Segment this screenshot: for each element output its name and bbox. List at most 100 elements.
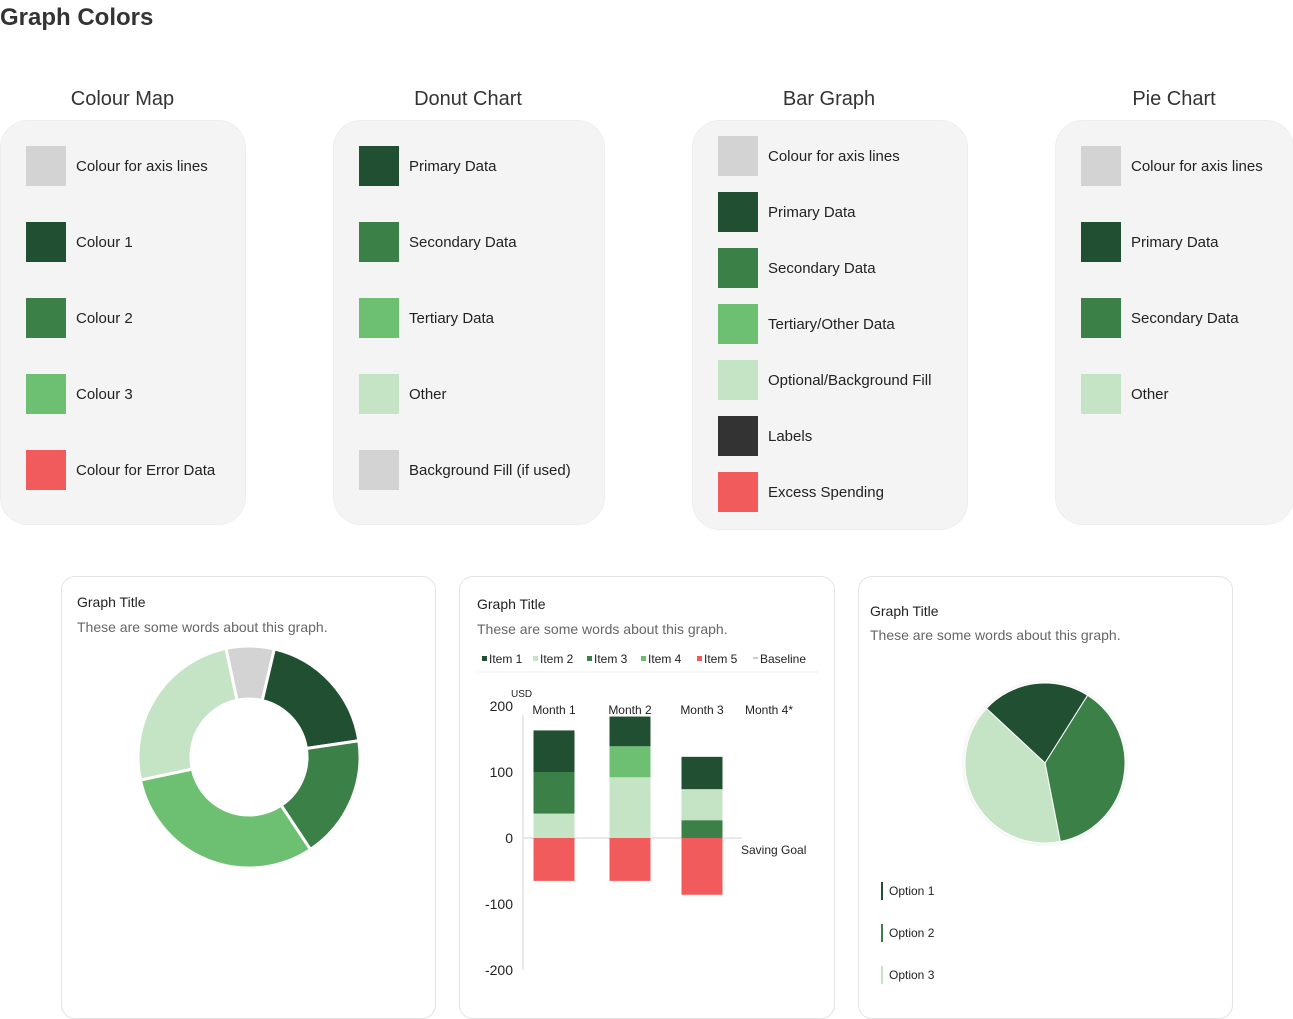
graph-description: These are some words about this graph. xyxy=(77,619,328,635)
color-swatch xyxy=(718,472,758,512)
pie-chart-legend-card: Colour for axis lines Primary Data Secon… xyxy=(1055,120,1293,525)
y-tick-label: -100 xyxy=(485,896,513,912)
color-swatch xyxy=(26,222,66,262)
legend-row: Colour for Error Data xyxy=(26,450,215,490)
legend-title-colour-map: Colour Map xyxy=(70,88,175,110)
color-swatch xyxy=(26,298,66,338)
legend-item-label: Item 5 xyxy=(704,652,738,666)
y-tick-label: 0 xyxy=(505,830,513,846)
legend-label: Colour for axis lines xyxy=(768,147,900,165)
legend-marker xyxy=(641,656,646,661)
x-category-label: Month 1 xyxy=(532,703,576,717)
donut-slice xyxy=(136,646,239,782)
legend-label: Primary Data xyxy=(768,203,856,221)
bar-segment xyxy=(609,838,651,881)
legend-row: Colour for axis lines xyxy=(718,136,900,176)
legend-label: Secondary Data xyxy=(409,233,517,251)
bar-graph-card: Graph Title These are some words about t… xyxy=(459,576,835,1019)
color-swatch xyxy=(718,416,758,456)
bar-segment xyxy=(681,820,723,838)
legend-label: Secondary Data xyxy=(1131,309,1239,327)
legend-label: Primary Data xyxy=(1131,233,1219,251)
legend-marker xyxy=(881,924,883,942)
bar-segment xyxy=(681,789,723,821)
legend-row: Background Fill (if used) xyxy=(359,450,571,490)
x-category-label: Month 4* xyxy=(745,703,793,717)
bar-graph-legend-card: Colour for axis lines Primary Data Secon… xyxy=(692,120,968,530)
legend-label: Colour for Error Data xyxy=(76,461,216,479)
x-category-label: Month 2 xyxy=(608,703,652,717)
legend-label: Optional/Background Fill xyxy=(768,371,932,389)
legend-label: Excess Spending xyxy=(768,483,884,501)
legend-row: Primary Data xyxy=(1081,222,1219,262)
legend-label: Secondary Data xyxy=(768,259,876,277)
color-swatch xyxy=(1081,146,1121,186)
donut-graph-card: Graph Title These are some words about t… xyxy=(61,576,436,1019)
graph-description: These are some words about this graph. xyxy=(870,627,1121,643)
legend-row: Excess Spending xyxy=(718,472,884,512)
legend-label: Colour 3 xyxy=(76,385,133,403)
bar-segment xyxy=(609,777,651,838)
bar-segment xyxy=(533,730,575,772)
color-swatch xyxy=(26,374,66,414)
legend-label: Primary Data xyxy=(409,157,497,175)
legend-label: Tertiary/Other Data xyxy=(768,315,895,333)
y-tick-label: 100 xyxy=(490,764,514,780)
graph-title: Graph Title xyxy=(477,596,546,612)
pie-slice xyxy=(964,707,1061,844)
bar-segment xyxy=(533,772,575,814)
legend-marker xyxy=(482,656,487,661)
legend-row: Primary Data xyxy=(718,192,856,232)
color-swatch xyxy=(718,360,758,400)
legend-item-label: Option 2 xyxy=(889,926,935,940)
color-swatch xyxy=(718,136,758,176)
y-tick-label: 200 xyxy=(490,698,514,714)
legend-item-label: Item 4 xyxy=(648,652,682,666)
page-title: Graph Colors xyxy=(0,4,154,31)
legend-row: Other xyxy=(1081,374,1169,414)
legend-label: Other xyxy=(1131,385,1169,403)
legend-label: Colour 2 xyxy=(76,309,133,327)
color-swatch xyxy=(359,146,399,186)
legend-label: Colour for axis lines xyxy=(76,157,208,175)
color-swatch xyxy=(26,146,66,186)
bar-segment xyxy=(609,746,651,778)
legend-row: Secondary Data xyxy=(359,222,517,262)
bar-segment xyxy=(533,813,575,838)
color-swatch xyxy=(359,298,399,338)
donut-slice xyxy=(138,767,312,870)
colour-map-legend-card: Colour for axis lines Colour 1 Colour 2 … xyxy=(0,120,246,525)
legend-row: Colour 3 xyxy=(26,374,133,414)
donut-slice xyxy=(260,647,361,751)
legend-title-bar-graph: Bar Graph xyxy=(782,88,876,110)
legend-row: Labels xyxy=(718,416,812,456)
y-tick-label: -200 xyxy=(485,962,513,978)
legend-label: Labels xyxy=(768,427,813,445)
legend-item-label: Item 1 xyxy=(489,652,523,666)
legend-title-pie-chart: Pie Chart xyxy=(1132,88,1216,110)
stacked-bar-chart: Item 1 Item 2 Item 3 Item 4 Item 5 Baseline US… xyxy=(477,652,818,978)
legend-title-donut-chart: Donut Chart xyxy=(414,88,522,110)
graph-description: These are some words about this graph. xyxy=(477,621,728,637)
pie-slice xyxy=(985,682,1089,764)
legend-item-label: Option 1 xyxy=(889,884,935,898)
legend-item-label: Item 3 xyxy=(594,652,628,666)
legend-marker xyxy=(587,656,592,661)
color-swatch xyxy=(1081,374,1121,414)
graph-title: Graph Title xyxy=(870,603,939,619)
color-swatch xyxy=(718,248,758,288)
pie-graph-card: Graph Title These are some words about t… xyxy=(858,576,1233,1019)
legend-row: Colour 2 xyxy=(26,298,133,338)
legend-label: Colour 1 xyxy=(76,233,133,251)
color-swatch xyxy=(718,304,758,344)
legend-row: Primary Data xyxy=(359,146,497,186)
legend-label: Tertiary Data xyxy=(409,309,495,327)
pie-slice xyxy=(1044,694,1126,843)
bar-segment xyxy=(681,838,723,895)
legend-item-label: Option 3 xyxy=(889,968,935,982)
color-swatch xyxy=(359,450,399,490)
legend-row: Colour 1 xyxy=(26,222,133,262)
donut-chart-legend-card: Primary Data Secondary Data Tertiary Dat… xyxy=(333,120,605,525)
legend-row: Secondary Data xyxy=(1081,298,1239,338)
annotation-label: Saving Goal xyxy=(741,843,806,857)
